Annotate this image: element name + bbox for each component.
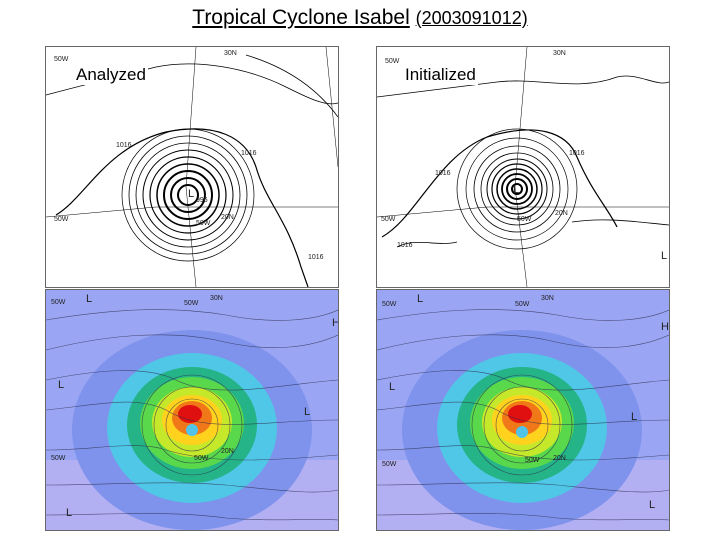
map-label: 50W [382,461,397,468]
map-label: H [661,321,669,333]
map-label: 50W [382,301,397,308]
map-label: 1016 [308,254,324,261]
initialized-label: Initialized [403,65,478,85]
map-label: L [417,293,423,305]
map-label: 1016 [241,150,257,157]
map-label: L [188,188,194,200]
map-label: 50W [54,56,69,63]
map-label: 1016 [397,242,413,249]
map-label: 50W [196,220,211,227]
initialized-wind-field: 50W L 50W 30N L H L 50W 20N 50W L [377,290,669,530]
map-label: L [661,250,667,262]
analyzed-label: Analyzed [74,65,148,85]
map-label: 996 [196,197,208,204]
map-label: 1016 [116,142,132,149]
page-title: Tropical Cyclone Isabel (2003091012) [0,6,720,30]
map-label: L [649,499,655,511]
map-label: L [86,293,92,305]
analyzed-wind-field: 50W L 50W 30N L H L 50W 20N 50W L [46,290,338,530]
map-label: 50W [51,455,66,462]
map-label: 50W [54,216,69,223]
map-label: L [513,184,519,196]
map-label: 50W [51,299,66,306]
map-label: H [332,317,338,329]
map-label: 50W [517,216,532,223]
map-label: 1016 [569,150,585,157]
map-label: L [389,381,395,393]
map-label: L [304,406,310,418]
map-label: 20N [553,455,566,462]
map-label: 50W [194,455,209,462]
title-main: Tropical Cyclone Isabel [192,6,410,29]
map-label: 50W [385,58,400,65]
map-label: 50W [381,216,396,223]
initialized-wind-map: 50W L 50W 30N L H L 50W 20N 50W L [376,289,670,531]
analyzed-wind-map: 50W L 50W 30N L H L 50W 20N 50W L [45,289,339,531]
initialized-contours: 50W 30N 1016 1016 1016 50W 20N 50W L L [377,47,669,287]
map-label: 20N [221,214,234,221]
initialized-pressure-map: 50W 30N 1016 1016 1016 50W 20N 50W L L Initialize… [376,46,670,288]
map-label: 30N [224,50,237,57]
map-label: 20N [555,210,568,217]
map-label: 50W [525,457,540,464]
map-label: 30N [210,295,223,302]
map-label: 1016 [435,170,451,177]
map-label: 30N [553,50,566,57]
map-label: 20N [221,448,234,455]
analyzed-pressure-map: 50W 30N 1016 1016 1016 50W 20N 50W L 996 Analyzed [45,46,339,288]
map-label: 50W [184,300,199,307]
title-date: (2003091012) [415,8,528,28]
map-label: 30N [541,295,554,302]
map-label: L [66,507,72,519]
map-label: L [58,379,64,391]
map-label: L [631,411,637,423]
map-label: 50W [515,301,530,308]
